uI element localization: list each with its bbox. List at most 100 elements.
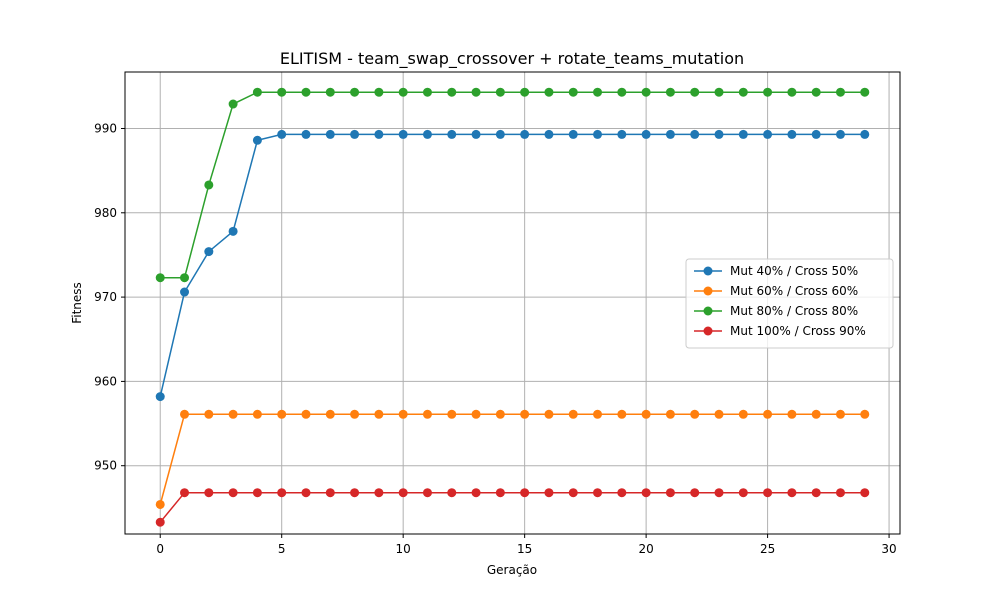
data-point (690, 488, 700, 498)
legend-label: Mut 100% / Cross 90% (730, 324, 866, 338)
data-point (665, 488, 675, 498)
data-point (811, 409, 821, 419)
data-point (568, 409, 578, 419)
data-point (860, 87, 870, 97)
data-point (738, 488, 748, 498)
data-point (228, 409, 238, 419)
data-point (787, 409, 797, 419)
data-point (277, 488, 287, 498)
data-point (252, 87, 262, 97)
data-point (471, 409, 481, 419)
data-point (301, 488, 311, 498)
data-point (350, 87, 360, 97)
data-point (787, 87, 797, 97)
plot-area (155, 87, 870, 527)
data-point (325, 129, 335, 139)
data-point (690, 129, 700, 139)
legend-label: Mut 80% / Cross 80% (730, 304, 858, 318)
data-point (422, 488, 432, 498)
data-point (325, 87, 335, 97)
data-point (763, 488, 773, 498)
data-point (520, 488, 530, 498)
data-point (617, 488, 627, 498)
data-point (471, 87, 481, 97)
data-point (252, 488, 262, 498)
data-point (593, 129, 603, 139)
data-point (787, 488, 797, 498)
y-tick-label: 980 (94, 206, 117, 220)
data-point (277, 129, 287, 139)
data-point (398, 87, 408, 97)
data-point (568, 129, 578, 139)
series-1 (155, 129, 870, 402)
data-point (422, 409, 432, 419)
data-point (738, 409, 748, 419)
x-tick-label: 5 (278, 542, 286, 556)
data-point (180, 409, 190, 419)
data-point (447, 488, 457, 498)
data-point (544, 409, 554, 419)
data-point (350, 488, 360, 498)
data-point (641, 409, 651, 419)
x-tick-label: 20 (638, 542, 653, 556)
data-point (835, 87, 845, 97)
x-axis-ticks: 0 5 10 15 20 25 30 (156, 534, 897, 556)
data-point (811, 87, 821, 97)
data-point (787, 129, 797, 139)
data-point (665, 87, 675, 97)
data-point (325, 488, 335, 498)
data-point (617, 129, 627, 139)
data-point (520, 87, 530, 97)
data-point (180, 488, 190, 498)
data-point (325, 409, 335, 419)
data-point (811, 129, 821, 139)
data-point (447, 87, 457, 97)
legend-box (685, 258, 894, 349)
data-point (544, 488, 554, 498)
x-tick-label: 0 (156, 542, 164, 556)
data-point (811, 488, 821, 498)
data-point (422, 87, 432, 97)
data-point (665, 409, 675, 419)
data-point (422, 129, 432, 139)
series-4 (155, 488, 870, 527)
data-point (301, 409, 311, 419)
data-point (204, 409, 214, 419)
legend-marker (703, 266, 713, 276)
y-tick-label: 970 (94, 290, 117, 304)
data-point (860, 409, 870, 419)
data-point (835, 488, 845, 498)
data-point (374, 488, 384, 498)
series-line (159, 413, 865, 505)
data-point (714, 129, 724, 139)
data-point (350, 129, 360, 139)
data-point (277, 409, 287, 419)
data-point (763, 409, 773, 419)
data-point (665, 129, 675, 139)
data-point (495, 129, 505, 139)
data-point (835, 409, 845, 419)
legend-marker (703, 286, 713, 296)
data-point (398, 488, 408, 498)
series-3 (155, 87, 870, 283)
data-point (301, 129, 311, 139)
data-point (568, 488, 578, 498)
legend-label: Mut 60% / Cross 60% (730, 284, 858, 298)
data-point (544, 129, 554, 139)
legend-marker (703, 326, 713, 336)
data-point (641, 488, 651, 498)
data-point (860, 129, 870, 139)
data-point (544, 87, 554, 97)
data-point (374, 87, 384, 97)
x-axis-label: Geração (487, 563, 537, 577)
data-point (641, 87, 651, 97)
data-point (568, 87, 578, 97)
data-point (738, 129, 748, 139)
data-point (180, 287, 190, 297)
data-point (228, 488, 238, 498)
chart-title: ELITISM - team_swap_crossover + rotate_t… (280, 49, 744, 69)
data-point (155, 499, 165, 509)
data-point (495, 409, 505, 419)
data-point (301, 87, 311, 97)
